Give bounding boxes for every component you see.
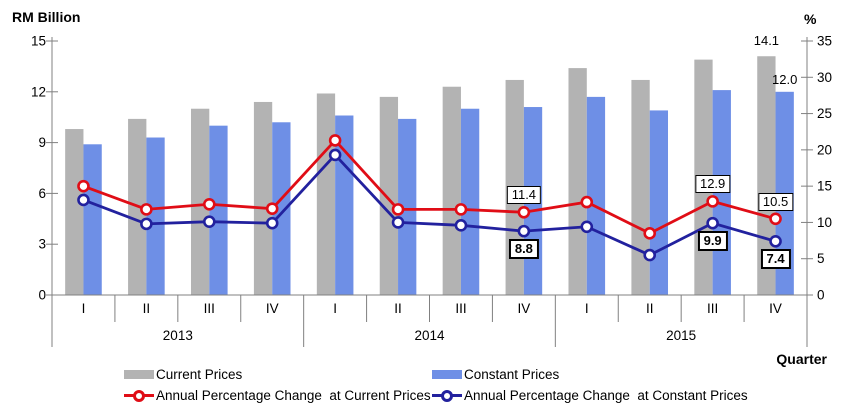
legend-label: Annual Percentage Change at Constant Pri… xyxy=(464,388,748,403)
marker-q10 xyxy=(706,195,719,208)
marker-q4 xyxy=(328,134,342,147)
right-tick-label: 35 xyxy=(817,34,832,49)
legend-item-constant-prices: Constant Prices xyxy=(432,367,559,382)
bar-constant-q1 xyxy=(146,137,165,295)
bar-current-q11 xyxy=(757,56,776,295)
marker-q1 xyxy=(140,217,153,231)
marker-q9 xyxy=(643,227,657,240)
marker-q7 xyxy=(517,224,531,238)
left-tick-label: 15 xyxy=(31,34,46,49)
legend-item-current-prices: Current Prices xyxy=(124,367,242,382)
left-tick-label: 12 xyxy=(31,84,46,99)
quarter-label: IV xyxy=(517,301,530,316)
red-line-marker-icon xyxy=(124,389,154,403)
marker-q0 xyxy=(77,193,90,207)
marker-q8 xyxy=(580,195,594,209)
right-tick-label: 5 xyxy=(817,251,825,266)
right-tick-label: 30 xyxy=(817,70,832,85)
bar-current-q10 xyxy=(694,59,713,296)
bar-current-q9 xyxy=(631,79,650,296)
left-tick-label: 9 xyxy=(38,135,46,150)
marker-q3 xyxy=(265,216,279,230)
bar-constant-q7 xyxy=(523,107,543,295)
quarter-label: I xyxy=(82,301,86,316)
marker-q2 xyxy=(202,197,216,211)
marker-q1 xyxy=(140,203,153,216)
legend-label: Constant Prices xyxy=(464,367,560,382)
navy-line-marker-icon xyxy=(432,389,462,403)
current-prices-swatch-icon xyxy=(124,370,154,379)
right-tick-label: 15 xyxy=(817,179,832,194)
bar-current-q5 xyxy=(379,96,399,295)
bar-constant-q11 xyxy=(775,91,794,295)
marker-q5 xyxy=(391,216,405,229)
bar-constant-q3 xyxy=(272,122,291,295)
quarter-label: I xyxy=(333,301,337,316)
quarter-label: IV xyxy=(266,301,279,316)
left-tick-label: 3 xyxy=(38,237,46,252)
quarter-label: II xyxy=(143,301,151,316)
right-tick-label: 0 xyxy=(817,288,825,303)
line-apc-current xyxy=(82,138,776,235)
right-tick-label: 10 xyxy=(817,215,832,230)
left-tick-label: 0 xyxy=(38,288,46,303)
bar-current-q6 xyxy=(442,86,461,295)
quarter-label: III xyxy=(204,301,215,316)
right-tick-label: 25 xyxy=(817,106,832,121)
line-apc-constant xyxy=(82,152,776,257)
marker-q11 xyxy=(769,234,782,248)
marker-q2 xyxy=(202,215,216,229)
quarter-label: II xyxy=(646,301,654,316)
bar-current-q7 xyxy=(505,79,524,296)
quarter-label: III xyxy=(455,301,466,316)
bar-current-q0 xyxy=(65,129,84,295)
quarter-label: III xyxy=(707,301,718,316)
bar-constant-q8 xyxy=(586,96,606,295)
bar-constant-q0 xyxy=(83,144,102,295)
bar-current-q3 xyxy=(253,101,273,296)
bar-constant-q6 xyxy=(460,108,480,295)
legend-label: Annual Percentage Change at Current Pric… xyxy=(156,388,431,403)
marker-q11 xyxy=(769,212,782,226)
marker-q10 xyxy=(706,216,719,230)
right-tick-label: 20 xyxy=(817,142,832,157)
right-axis-title: % xyxy=(804,11,817,27)
marker-q5 xyxy=(391,203,405,216)
marker-q4 xyxy=(328,148,342,162)
bar-current-q8 xyxy=(568,68,587,296)
bar-current-q4 xyxy=(316,93,336,295)
bar-current-q2 xyxy=(190,108,210,295)
marker-q3 xyxy=(265,202,279,215)
marker-q6 xyxy=(454,219,468,232)
quarter-label: I xyxy=(585,301,589,316)
bar-constant-q2 xyxy=(209,125,228,296)
year-label: 2015 xyxy=(666,328,696,343)
marker-q9 xyxy=(643,248,657,262)
quarter-label: IV xyxy=(769,301,782,316)
year-label: 2013 xyxy=(163,328,193,343)
legend-label: Current Prices xyxy=(156,367,243,382)
marker-q0 xyxy=(77,179,90,193)
marker-q8 xyxy=(580,220,594,234)
legend-item-apc-current: Annual Percentage Change at Current Pric… xyxy=(124,388,431,403)
legend-item-apc-constant: Annual Percentage Change at Constant Pri… xyxy=(432,388,748,403)
year-label: 2014 xyxy=(414,328,445,343)
left-tick-label: 6 xyxy=(38,186,46,201)
marker-q7 xyxy=(517,205,531,219)
bar-constant-q10 xyxy=(712,90,731,296)
quarter-label: II xyxy=(394,301,402,316)
left-axis-title: RM Billion xyxy=(12,9,81,25)
bar-constant-q9 xyxy=(649,110,669,295)
marker-q6 xyxy=(454,203,468,216)
bar-constant-q5 xyxy=(398,118,417,295)
x-axis-title: Quarter xyxy=(776,351,827,367)
constant-prices-swatch-icon xyxy=(432,370,462,379)
